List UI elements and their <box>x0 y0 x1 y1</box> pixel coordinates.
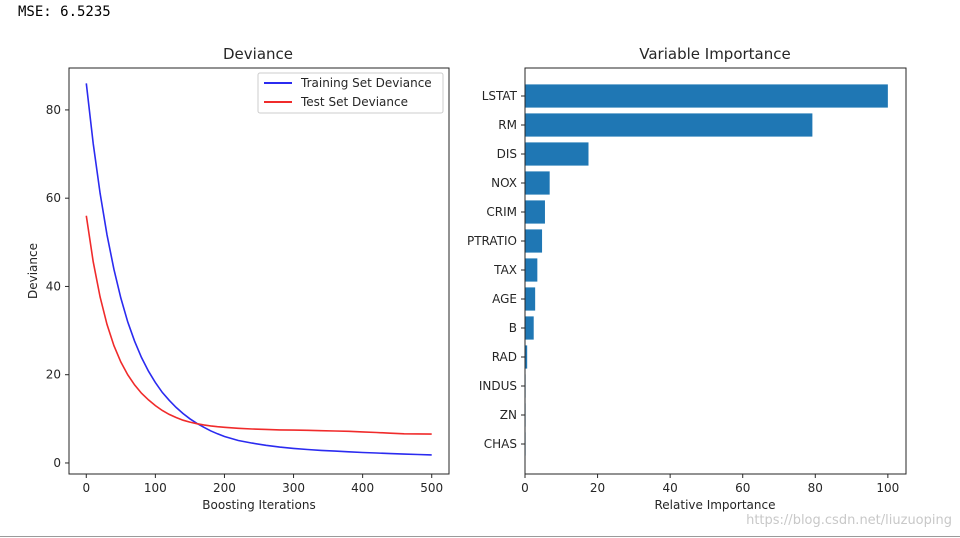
deviance-x-axis-label: Boosting Iterations <box>202 498 315 512</box>
importance-category-label: DIS <box>497 147 517 161</box>
deviance-x-tick-label: 100 <box>144 481 167 495</box>
deviance-y-tick-label: 40 <box>46 279 61 293</box>
importance-x-tick-label: 40 <box>663 481 678 495</box>
importance-axes-frame <box>524 67 907 475</box>
training-deviance-line <box>85 83 432 456</box>
importance-category-label: CRIM <box>486 205 517 219</box>
deviance-x-tick-label: 300 <box>282 481 305 495</box>
importance-bar-crim <box>525 200 545 224</box>
importance-bar-lstat <box>525 84 888 108</box>
importance-bar-rm <box>525 113 813 137</box>
importance-category-label: INDUS <box>479 379 517 393</box>
importance-bar-age <box>525 287 536 311</box>
importance-category-label: NOX <box>491 176 517 190</box>
importance-x-tick-label: 0 <box>521 481 529 495</box>
importance-x-axis-label: Relative Importance <box>655 498 776 512</box>
importance-category-label: B <box>509 321 517 335</box>
deviance-chart-title: Deviance <box>223 45 293 63</box>
watermark: https://blog.csdn.net/liuzuoping <box>746 513 952 528</box>
legend-train-label: Training Set Deviance <box>300 76 432 90</box>
importance-bar-b <box>525 316 534 340</box>
bottom-divider <box>0 536 960 537</box>
deviance-plot-area: 0 100 200 300 400 500 0 20 40 60 80 <box>46 83 443 495</box>
deviance-legend: Training Set Deviance Test Set Deviance <box>257 72 444 114</box>
test-deviance-line <box>85 215 432 435</box>
deviance-axes-frame <box>68 67 450 475</box>
deviance-y-tick-label: 0 <box>53 456 61 470</box>
importance-bar-dis <box>525 142 589 166</box>
importance-category-label: RAD <box>492 350 517 364</box>
importance-category-label: CHAS <box>484 437 517 451</box>
importance-chart: Variable Importance LSTAT RM DIS NOX CRIM PTR… <box>467 45 907 512</box>
importance-x-tick-label: 60 <box>735 481 750 495</box>
deviance-y-tick-label: 80 <box>46 103 61 117</box>
importance-x-tick-label: 20 <box>590 481 605 495</box>
deviance-x-tick-label: 500 <box>420 481 443 495</box>
importance-category-label: AGE <box>492 292 517 306</box>
importance-category-label: TAX <box>493 263 517 277</box>
importance-chart-title: Variable Importance <box>639 45 790 63</box>
importance-x-tick-label: 80 <box>808 481 823 495</box>
legend-box <box>257 72 444 114</box>
deviance-x-tick-label: 200 <box>213 481 236 495</box>
importance-bar-rad <box>525 345 528 369</box>
deviance-x-tick-label: 0 <box>82 481 90 495</box>
importance-category-label: RM <box>498 118 517 132</box>
importance-category-label: LSTAT <box>482 89 518 103</box>
importance-x-tick-label: 100 <box>876 481 899 495</box>
deviance-y-tick-label: 20 <box>46 368 61 382</box>
importance-category-label: ZN <box>500 408 517 422</box>
mse-output-text: MSE: 6.5235 <box>18 4 111 20</box>
deviance-y-tick-label: 60 <box>46 191 61 205</box>
importance-bar-tax <box>525 258 538 282</box>
deviance-x-tick-label: 400 <box>351 481 374 495</box>
importance-bar-nox <box>525 171 550 195</box>
deviance-y-axis-label: Deviance <box>26 243 40 299</box>
importance-bar-ptratio <box>525 229 543 253</box>
importance-plot-area: LSTAT RM DIS NOX CRIM PTRATIO TAX AGE B RAD INDUS Z… <box>467 84 899 495</box>
legend-test-label: Test Set Deviance <box>300 95 408 109</box>
deviance-chart: Deviance 0 100 200 300 400 500 0 20 40 60 80 Boost… <box>26 45 450 512</box>
importance-category-label: PTRATIO <box>467 234 517 248</box>
